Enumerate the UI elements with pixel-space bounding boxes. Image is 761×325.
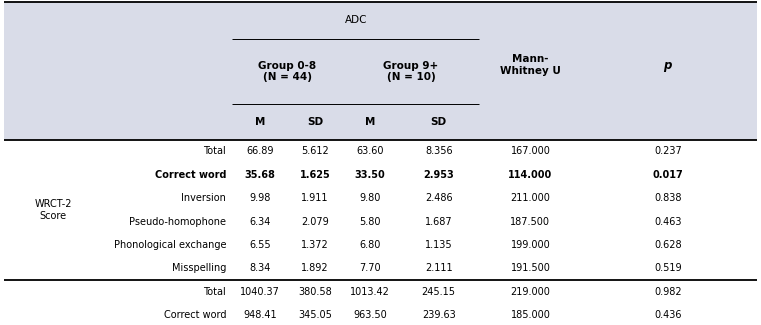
Text: 9.98: 9.98	[249, 193, 271, 203]
Text: 1.892: 1.892	[301, 264, 329, 273]
Text: Misspelling: Misspelling	[172, 264, 226, 273]
Text: 187.500: 187.500	[511, 217, 550, 227]
Text: 1.625: 1.625	[300, 170, 330, 180]
Text: 1.687: 1.687	[425, 217, 453, 227]
Text: Phonological exchange: Phonological exchange	[113, 240, 226, 250]
Text: 199.000: 199.000	[511, 240, 550, 250]
Text: 0.237: 0.237	[654, 147, 682, 156]
Text: 219.000: 219.000	[511, 287, 550, 297]
Text: 380.58: 380.58	[298, 287, 332, 297]
Text: 948.41: 948.41	[243, 310, 277, 320]
Text: 66.89: 66.89	[246, 147, 274, 156]
Text: Group 0-8
(N = 44): Group 0-8 (N = 44)	[258, 61, 317, 82]
Text: 8.356: 8.356	[425, 147, 453, 156]
Text: Pseudo-homophone: Pseudo-homophone	[129, 217, 226, 227]
Text: ADC: ADC	[345, 15, 367, 25]
Text: Total: Total	[203, 287, 226, 297]
Text: WRCT-2
Score: WRCT-2 Score	[34, 199, 72, 221]
Text: 8.34: 8.34	[249, 264, 271, 273]
Text: 63.60: 63.60	[356, 147, 384, 156]
Bar	[4, 2, 757, 140]
Text: 0.436: 0.436	[654, 310, 682, 320]
Text: 1013.42: 1013.42	[350, 287, 390, 297]
Text: 5.612: 5.612	[301, 147, 329, 156]
Text: 2.111: 2.111	[425, 264, 453, 273]
Text: 0.838: 0.838	[654, 193, 682, 203]
Text: Mann-
Whitney U: Mann- Whitney U	[500, 54, 561, 76]
Text: 167.000: 167.000	[511, 147, 550, 156]
Text: 245.15: 245.15	[422, 287, 456, 297]
Text: p: p	[664, 58, 672, 72]
Text: 2.953: 2.953	[423, 170, 454, 180]
Text: 5.80: 5.80	[359, 217, 381, 227]
Text: 345.05: 345.05	[298, 310, 332, 320]
Text: 1.911: 1.911	[301, 193, 329, 203]
Text: Correct word: Correct word	[164, 310, 226, 320]
Text: 1040.37: 1040.37	[240, 287, 280, 297]
Text: M: M	[365, 117, 375, 127]
Text: 963.50: 963.50	[353, 310, 387, 320]
Text: 2.079: 2.079	[301, 217, 329, 227]
Text: 9.80: 9.80	[359, 193, 381, 203]
Text: 1.372: 1.372	[301, 240, 329, 250]
Text: SD: SD	[307, 117, 323, 127]
Text: 35.68: 35.68	[244, 170, 275, 180]
Text: 0.463: 0.463	[654, 217, 682, 227]
Text: M: M	[255, 117, 265, 127]
Text: 0.982: 0.982	[654, 287, 682, 297]
Text: Inversion: Inversion	[181, 193, 226, 203]
Text: 114.000: 114.000	[508, 170, 552, 180]
Text: 0.628: 0.628	[654, 240, 682, 250]
Text: 7.70: 7.70	[359, 264, 381, 273]
Text: 33.50: 33.50	[355, 170, 386, 180]
Text: Total: Total	[203, 147, 226, 156]
Text: 185.000: 185.000	[511, 310, 550, 320]
Text: 0.519: 0.519	[654, 264, 682, 273]
Text: 191.500: 191.500	[511, 264, 550, 273]
Text: 2.486: 2.486	[425, 193, 453, 203]
Text: 6.80: 6.80	[359, 240, 381, 250]
Text: 211.000: 211.000	[511, 193, 550, 203]
Text: 0.017: 0.017	[652, 170, 683, 180]
Text: SD: SD	[431, 117, 447, 127]
Text: 1.135: 1.135	[425, 240, 453, 250]
Text: 6.55: 6.55	[249, 240, 271, 250]
Text: 239.63: 239.63	[422, 310, 456, 320]
Text: Correct word: Correct word	[154, 170, 226, 180]
Text: Group 9+
(N = 10): Group 9+ (N = 10)	[384, 61, 438, 82]
Text: 6.34: 6.34	[249, 217, 271, 227]
